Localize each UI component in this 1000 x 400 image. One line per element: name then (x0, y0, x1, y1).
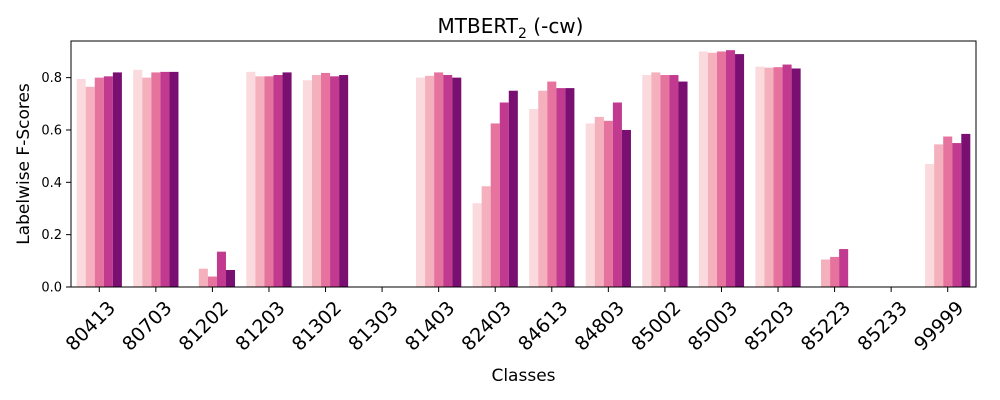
bar-81403-s3 (434, 72, 444, 288)
y-tick-label: 0.4 (41, 176, 62, 191)
chart-title-subscript: 2 (518, 26, 527, 42)
x-tick-label-85223: 85223 (797, 297, 855, 355)
bar-85223-s4 (839, 249, 849, 287)
y-tick-label: 0.6 (41, 123, 62, 138)
x-tick-label-85003: 85003 (684, 297, 742, 355)
bar-81302-s1 (302, 80, 312, 287)
bar-85002-s2 (651, 72, 661, 288)
x-tick-label-80703: 80703 (118, 297, 176, 355)
bar-84803-s1 (585, 123, 595, 287)
bar-85223-s2 (821, 259, 831, 287)
bar-84613-s1 (529, 109, 539, 287)
x-tick-label-85002: 85002 (627, 297, 685, 355)
y-tick-label: 0.0 (41, 281, 62, 296)
x-tick-label-81302: 81302 (288, 297, 346, 355)
plot-frame (70, 40, 977, 288)
bar-80413-s1 (76, 78, 86, 287)
chart-title: MTBERT2 (-cw) (438, 14, 584, 42)
bar-85003-s1 (698, 51, 708, 287)
bar-82403-s1 (472, 203, 482, 287)
bar-81403-s5 (452, 77, 462, 287)
x-tick-label-81403: 81403 (401, 297, 459, 355)
bar-85003-s4 (725, 50, 736, 287)
bar-80413-s2 (85, 86, 95, 287)
y-tick-label: 0.8 (41, 71, 62, 86)
bar-80413-s3 (94, 77, 104, 287)
bar-81202-s3 (207, 276, 217, 287)
bar-81403-s1 (416, 77, 426, 287)
bar-81302-s3 (321, 72, 331, 288)
bar-84613-s2 (538, 90, 548, 287)
x-tick-label-80413: 80413 (62, 297, 120, 355)
bar-99999-s1 (925, 164, 935, 287)
x-axis: 8041380703812028120381302813038140382403… (62, 287, 968, 355)
bar-81203-s4 (273, 75, 283, 288)
bar-81202-s4 (216, 251, 226, 287)
bar-85203-s4 (782, 64, 792, 287)
bar-81302-s4 (330, 76, 340, 287)
bar-81203-s5 (282, 72, 292, 288)
bars-group (76, 50, 971, 288)
bar-80703-s4 (160, 71, 170, 287)
bar-85003-s5 (735, 54, 745, 288)
bar-81403-s4 (443, 75, 453, 288)
bar-82403-s4 (499, 102, 509, 287)
bar-85003-s2 (707, 52, 717, 287)
x-tick-label-81203: 81203 (231, 297, 289, 355)
bar-80703-s3 (151, 72, 161, 288)
bar-85002-s1 (642, 75, 652, 288)
bar-85223-s3 (830, 256, 840, 287)
bar-80413-s4 (103, 76, 113, 287)
bar-99999-s3 (943, 136, 953, 287)
bar-80413-s5 (112, 72, 122, 288)
bar-81202-s2 (198, 268, 208, 287)
bar-85203-s5 (791, 68, 801, 287)
bar-84613-s5 (565, 88, 575, 287)
bar-81302-s5 (339, 75, 349, 288)
bar-84613-s4 (556, 88, 566, 287)
bar-81203-s2 (255, 76, 265, 287)
bar-84803-s4 (612, 102, 622, 287)
bar-85002-s5 (678, 81, 688, 287)
bar-82403-s2 (481, 186, 491, 287)
bar-84803-s2 (594, 116, 604, 287)
bar-84613-s3 (547, 81, 557, 287)
bar-80703-s2 (142, 77, 152, 287)
x-tick-label-82403: 82403 (458, 297, 516, 355)
bar-85002-s4 (669, 75, 679, 288)
bar-85203-s2 (764, 67, 774, 287)
chart-title-suffix: (-cw) (527, 14, 584, 38)
bar-99999-s4 (952, 143, 962, 287)
x-axis-label: Classes (491, 366, 555, 386)
x-tick-label-85233: 85233 (854, 297, 912, 355)
x-tick-label-84613: 84613 (514, 297, 572, 355)
bar-80703-s5 (169, 71, 179, 287)
x-tick-label-81303: 81303 (344, 297, 402, 355)
bar-81202-s5 (225, 269, 236, 287)
chart-title-main: MTBERT (438, 14, 519, 38)
x-tick-label-85203: 85203 (740, 297, 798, 355)
bar-84803-s5 (621, 129, 631, 287)
bar-99999-s2 (934, 144, 944, 287)
bar-81203-s3 (264, 76, 274, 287)
bar-85003-s3 (716, 51, 726, 287)
bar-81302-s2 (311, 75, 322, 288)
bar-99999-s5 (961, 133, 971, 287)
y-tick-label: 0.2 (41, 228, 62, 243)
bar-84803-s3 (603, 120, 613, 287)
bar-80703-s1 (133, 69, 143, 287)
bar-85203-s1 (755, 66, 765, 288)
bar-82403-s3 (490, 123, 500, 287)
bar-81403-s2 (425, 75, 435, 287)
bar-85002-s3 (660, 75, 670, 288)
x-tick-label-81202: 81202 (175, 297, 233, 355)
y-axis: 0.0 0.2 0.4 0.6 0.8 (41, 71, 71, 296)
bar-85203-s3 (773, 67, 783, 287)
x-tick-label-84803: 84803 (571, 297, 629, 355)
bar-81203-s1 (246, 71, 256, 287)
bar-82403-s5 (508, 90, 518, 287)
x-tick-label-99999: 99999 (910, 297, 968, 355)
y-axis-label: Labelwise F-Scores (14, 83, 34, 245)
